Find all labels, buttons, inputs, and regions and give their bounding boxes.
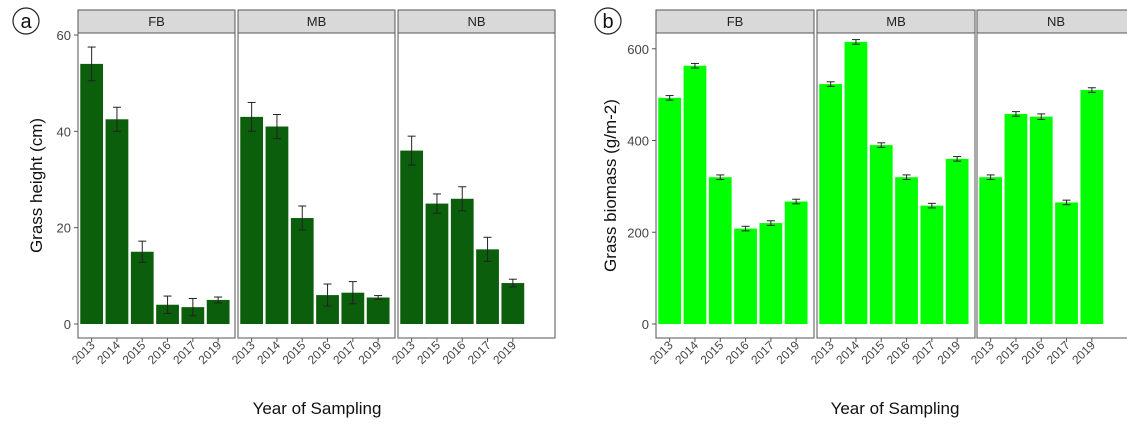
x-tick-label: 2014 (833, 338, 862, 367)
x-tick-label: 2017 (1044, 338, 1073, 367)
bar (290, 218, 314, 324)
x-axis-label: Year of Sampling (253, 399, 382, 418)
bar (476, 249, 499, 324)
bar (658, 97, 682, 324)
facet-strip-label: FB (148, 14, 165, 29)
y-tick-label: 60 (57, 28, 71, 43)
bar (80, 63, 104, 325)
bar (425, 203, 449, 324)
x-tick-label: 2015 (280, 338, 309, 367)
y-tick-label: 400 (627, 134, 649, 149)
y-tick-label: 200 (627, 225, 649, 240)
bar (869, 145, 893, 324)
y-tick-label: 20 (57, 221, 71, 236)
x-tick-label: 2013 (808, 338, 837, 367)
x-tick-label: 2013 (69, 338, 98, 367)
bar (1055, 202, 1078, 324)
bar (784, 201, 808, 324)
x-tick-label: 2016 (1019, 338, 1048, 367)
facet-strip-label: FB (727, 14, 744, 29)
bar (450, 198, 474, 324)
y-tick-label: 40 (57, 124, 71, 139)
x-tick-label: 2015 (120, 338, 149, 367)
bar (400, 150, 424, 324)
x-axis-label: Year of Sampling (831, 399, 960, 418)
panel-label: a (20, 11, 32, 33)
bar (895, 177, 918, 324)
x-tick-label: 2017 (330, 338, 359, 367)
bar (734, 228, 757, 324)
x-tick-label: 2015 (859, 338, 888, 367)
x-tick-label: 2015 (414, 338, 443, 367)
y-tick-label: 0 (642, 317, 649, 332)
bar (683, 65, 707, 324)
x-tick-label: 2013 (647, 338, 676, 367)
x-tick-label: 2017 (465, 338, 494, 367)
bar (341, 292, 365, 324)
y-tick-label: 0 (64, 317, 71, 332)
bar (759, 223, 783, 324)
bar (979, 177, 1003, 324)
x-tick-label: 2013 (968, 338, 997, 367)
x-tick-label: 2019 (934, 338, 963, 367)
bar (265, 126, 289, 325)
x-tick-label: 2014 (94, 338, 123, 367)
y-axis-label: Grass biomass (g/m-2) (601, 99, 620, 272)
bar (708, 177, 732, 324)
x-tick-label: 2015 (698, 338, 727, 367)
x-tick-label: 2019 (773, 338, 802, 367)
bar (105, 119, 129, 325)
bar (240, 116, 264, 324)
x-tick-label: 2019 (1069, 338, 1098, 367)
x-tick-label: 2013 (389, 338, 418, 367)
bar (501, 283, 525, 324)
facet-strip-label: NB (467, 14, 485, 29)
x-tick-label: 2017 (909, 338, 938, 367)
bar (945, 158, 969, 324)
x-tick-label: 2019 (355, 338, 384, 367)
bar (819, 84, 843, 324)
facet-panel (237, 32, 396, 339)
x-tick-label: 2016 (145, 338, 174, 367)
x-tick-label: 2014 (254, 338, 283, 367)
facet-strip-label: MB (886, 14, 906, 29)
x-tick-label: 2019 (195, 338, 224, 367)
bar (366, 297, 390, 324)
bar (844, 41, 868, 324)
facet-strip-label: MB (307, 14, 327, 29)
panel-label-circle (12, 7, 40, 35)
panel-label-circle (594, 7, 622, 35)
bar (1004, 113, 1028, 325)
x-tick-label: 2017 (170, 338, 199, 367)
bar (206, 299, 230, 324)
panel-label: b (602, 11, 613, 33)
facet-panel (77, 32, 236, 339)
x-tick-label: 2013 (229, 338, 258, 367)
x-tick-label: 2016 (440, 338, 469, 367)
x-tick-label: 2019 (490, 338, 519, 367)
bar (1080, 90, 1104, 324)
x-tick-label: 2017 (748, 338, 777, 367)
bar (1029, 116, 1053, 325)
bar (156, 304, 179, 324)
x-tick-label: 2016 (884, 338, 913, 367)
bar (130, 251, 154, 324)
y-axis-label: Grass height (cm) (27, 118, 46, 253)
bar (920, 205, 944, 324)
x-tick-label: 2016 (305, 338, 334, 367)
y-tick-label: 600 (627, 42, 649, 57)
x-tick-label: 2016 (723, 338, 752, 367)
x-tick-label: 2014 (672, 338, 701, 367)
bar (316, 295, 339, 324)
x-tick-label: 2015 (993, 338, 1022, 367)
facet-strip-label: NB (1047, 14, 1065, 29)
